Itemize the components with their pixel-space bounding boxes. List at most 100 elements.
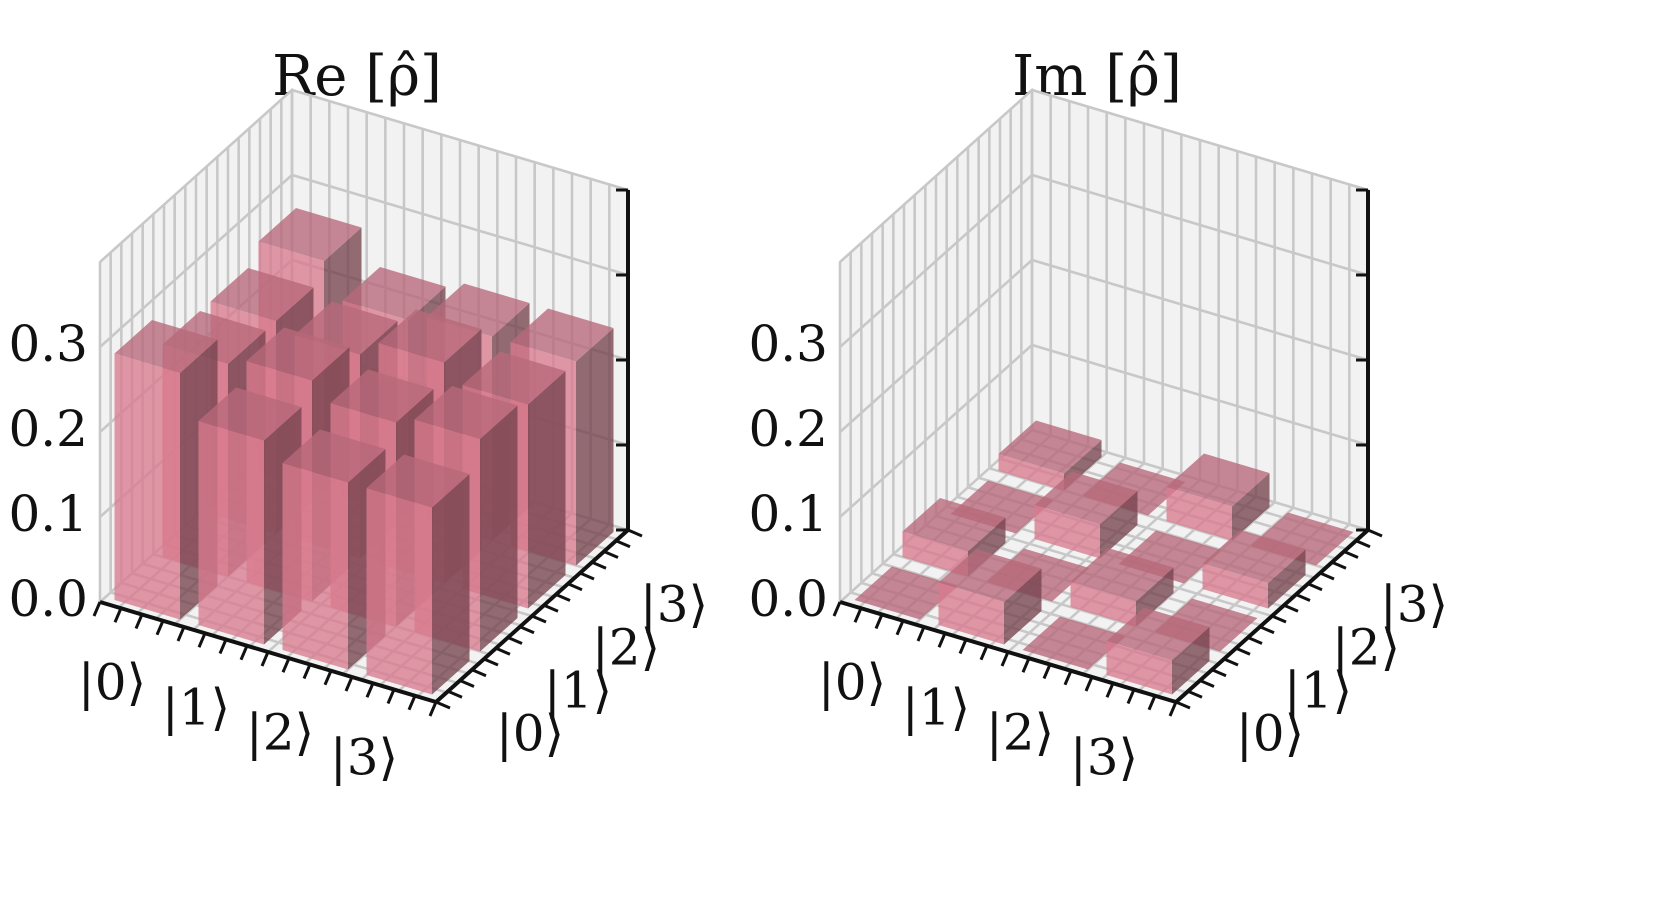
x-tick xyxy=(197,632,207,648)
y-tick xyxy=(1211,668,1227,678)
x-tick xyxy=(176,626,186,642)
y-tick xyxy=(1367,528,1383,538)
z-tick-label: 0.2 xyxy=(748,400,828,458)
bar-face xyxy=(1100,491,1138,559)
y-tick xyxy=(1247,636,1263,645)
x-tick xyxy=(113,607,123,623)
bar-face xyxy=(938,582,1004,645)
y-tick xyxy=(1343,550,1359,559)
x-tick xyxy=(874,613,884,630)
bar-face xyxy=(1166,487,1232,541)
row-label: |3⟩ xyxy=(1070,729,1138,787)
bar-face xyxy=(1268,549,1306,609)
row-label: |1⟩ xyxy=(162,679,230,737)
bar-face xyxy=(366,454,470,508)
x-tick xyxy=(958,638,968,655)
z-tick-label: 0.1 xyxy=(8,485,88,543)
bar-face xyxy=(414,386,518,439)
x-tick xyxy=(1147,695,1157,711)
bar-face xyxy=(1034,471,1138,525)
bar-face xyxy=(114,353,180,620)
x-tick xyxy=(1126,688,1136,705)
x-tick xyxy=(1168,701,1178,717)
x-tick xyxy=(937,632,947,648)
x-tick xyxy=(344,676,354,692)
x-tick xyxy=(916,626,926,642)
bar-face xyxy=(1034,505,1100,559)
bar-face xyxy=(1232,473,1270,541)
bars xyxy=(114,208,614,695)
z-tick-label: 0.0 xyxy=(748,570,828,628)
bar-face xyxy=(938,549,1042,602)
y-tick xyxy=(543,603,559,613)
y-tick xyxy=(1187,689,1203,699)
bar-face xyxy=(462,351,566,405)
bar-face xyxy=(258,208,362,261)
bar xyxy=(1202,530,1306,609)
row-label: |2⟩ xyxy=(246,704,314,762)
bar-face xyxy=(480,405,518,652)
y-tick xyxy=(555,593,571,602)
grid-line xyxy=(839,258,1369,433)
bar-face xyxy=(282,429,386,483)
axes xyxy=(92,188,643,717)
x-tick xyxy=(386,688,396,705)
bar-face xyxy=(114,320,218,373)
y-tick xyxy=(519,625,535,635)
bar xyxy=(1034,471,1138,559)
x-tick xyxy=(979,645,989,661)
x-tick xyxy=(302,663,312,680)
bar-face xyxy=(342,267,446,320)
col-label: |2⟩ xyxy=(1332,619,1400,677)
z-tick-label: 0.1 xyxy=(748,485,828,543)
bar-face xyxy=(998,454,1064,491)
col-label: |3⟩ xyxy=(1380,576,1448,634)
x-tick xyxy=(1084,676,1094,692)
bar-face xyxy=(330,369,434,423)
col-label: |1⟩ xyxy=(544,662,612,720)
x-tick xyxy=(134,613,144,630)
bar-face xyxy=(998,420,1102,474)
bar-face xyxy=(1166,453,1270,507)
bar-face xyxy=(510,308,614,362)
bar-face xyxy=(378,309,482,363)
z-tick-label: 0.2 xyxy=(8,400,88,458)
grid-line xyxy=(839,88,1369,263)
col-label: |0⟩ xyxy=(496,705,564,763)
bar-face xyxy=(1004,568,1042,645)
bar-face xyxy=(1202,530,1306,583)
x-tick xyxy=(323,670,333,686)
col-label: |3⟩ xyxy=(640,576,708,634)
x-tick xyxy=(428,701,438,717)
panel-re: Re [ρ̂]0.00.10.20.3|0⟩ |1⟩ |2⟩ |3⟩ |0⟩|1⟩|2⟩… xyxy=(8,44,708,787)
y-tick xyxy=(591,560,607,570)
grid-line xyxy=(839,343,1369,518)
y-tick xyxy=(1307,582,1323,592)
y-tick xyxy=(459,679,475,688)
y-tick xyxy=(1355,539,1371,549)
y-tick xyxy=(435,700,451,710)
x-tick xyxy=(1042,663,1052,680)
y-tick xyxy=(471,668,487,678)
row-label: |1⟩ xyxy=(902,679,970,737)
x-tick xyxy=(1021,657,1031,673)
x-tick xyxy=(281,657,291,673)
y-tick xyxy=(627,528,643,538)
row-label: |3⟩ xyxy=(330,729,398,787)
bar-face xyxy=(1106,607,1210,661)
z-tick-label: 0.3 xyxy=(748,315,828,373)
bar xyxy=(1106,607,1210,695)
col-label: |1⟩ xyxy=(1284,662,1352,720)
y-tick xyxy=(1295,593,1311,602)
bar-face xyxy=(1022,616,1126,670)
row-label: |0⟩ xyxy=(818,654,886,712)
y-tick xyxy=(1175,700,1191,710)
y-tick xyxy=(1319,571,1335,581)
x-tick xyxy=(92,601,102,617)
y-tick xyxy=(1283,603,1299,613)
panel-im: Im [ρ̂]0.00.10.20.3|0⟩ |1⟩ |2⟩ |3⟩ |0⟩|1⟩|2⟩… xyxy=(748,44,1448,787)
axes xyxy=(832,188,1383,717)
y-tick xyxy=(615,539,631,549)
z-tick-label: 0.3 xyxy=(8,315,88,373)
